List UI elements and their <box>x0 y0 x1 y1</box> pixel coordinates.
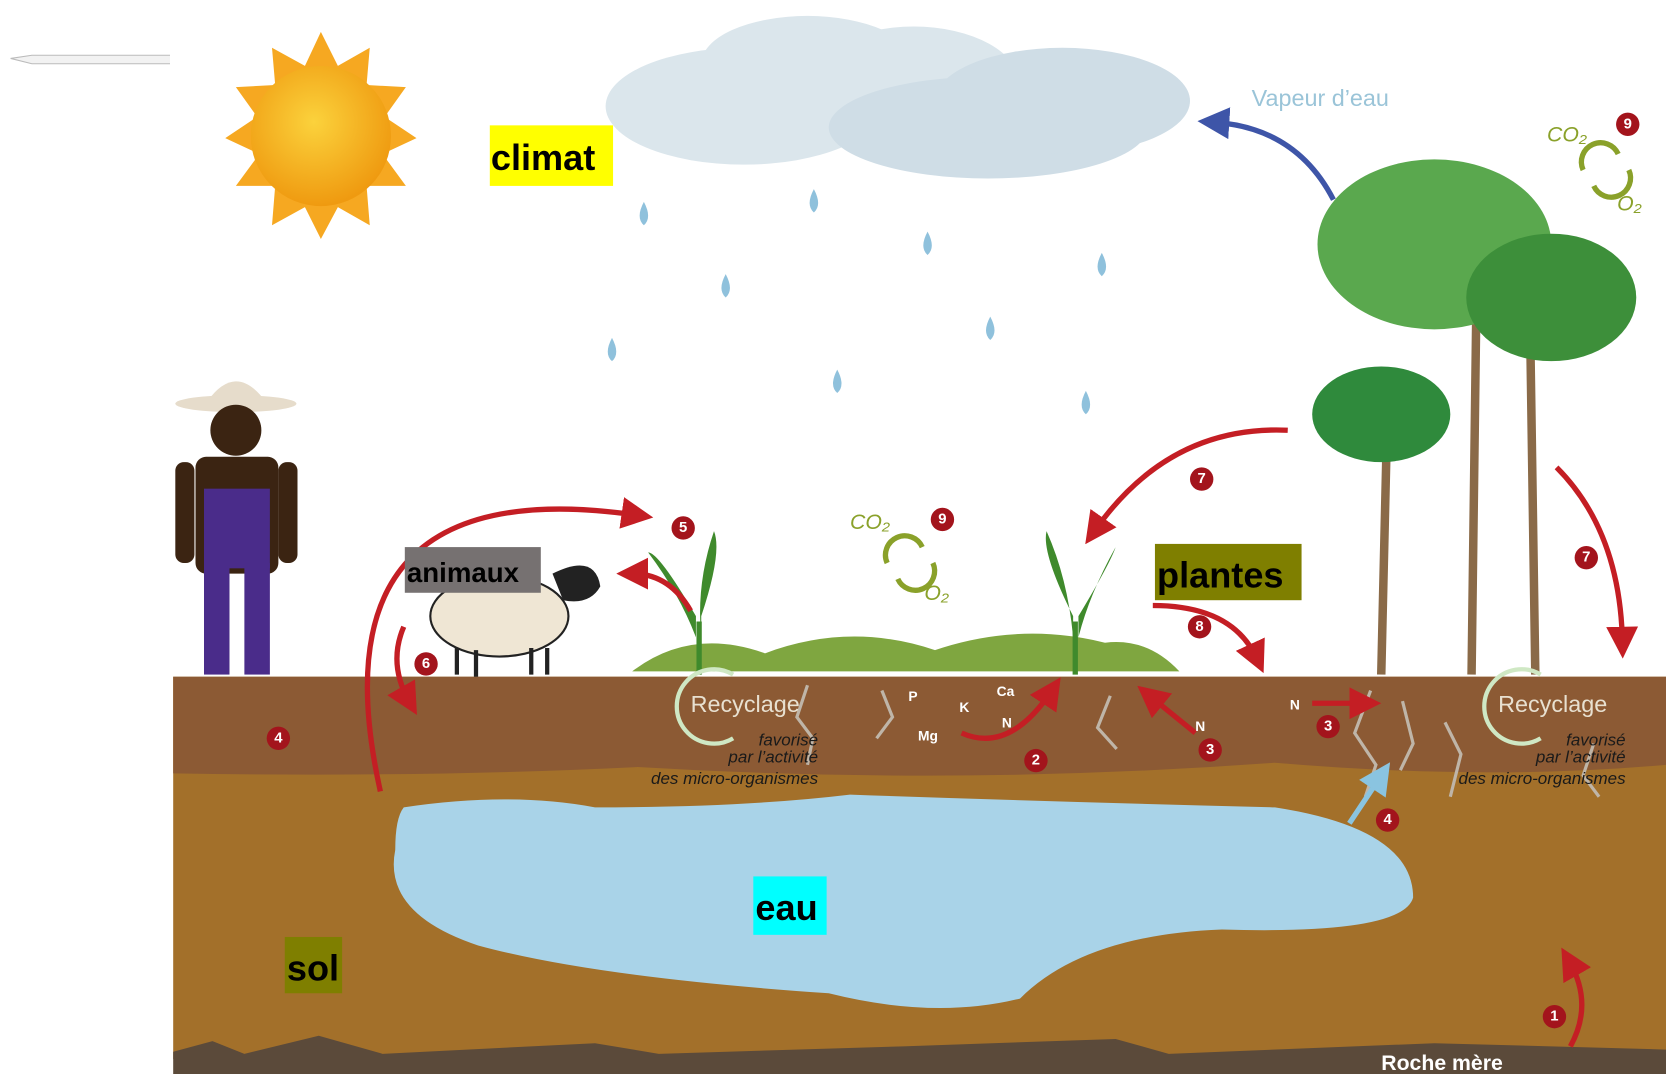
step-number: 7 <box>1198 471 1206 487</box>
recycling-line: des micro-organismes <box>1459 769 1627 788</box>
nutrient: K <box>959 699 969 715</box>
diagram: Vapeur d’eau Roche mère Recyclage favori… <box>0 0 1666 1074</box>
recycling-title: Recyclage <box>1498 691 1607 717</box>
step-number: 4 <box>1383 812 1392 828</box>
trees <box>1312 159 1636 674</box>
gas-co2: CO₂ <box>850 510 890 534</box>
water-label: eau <box>755 887 817 928</box>
step-number: 9 <box>938 511 946 527</box>
crops <box>632 531 1179 674</box>
recycling-line: par l’activité <box>1535 748 1626 767</box>
rain <box>608 189 1106 414</box>
nutrient: Mg <box>918 727 938 743</box>
nutrient: P <box>908 688 917 704</box>
step-number: 8 <box>1195 619 1203 635</box>
step-number: 1 <box>1550 1009 1558 1025</box>
gas-co2: CO₂ <box>1547 122 1587 146</box>
nutrient: Ca <box>997 683 1015 699</box>
recycling-title: Recyclage <box>691 691 800 717</box>
back-arrow[interactable] <box>11 55 170 63</box>
sun <box>225 32 416 239</box>
step-number: 3 <box>1324 719 1332 735</box>
nutrient: N <box>1195 718 1205 734</box>
step-number: 3 <box>1206 742 1214 758</box>
farmer <box>175 381 297 674</box>
step-number: 7 <box>1582 550 1590 566</box>
soil-label: sol <box>287 948 339 989</box>
vapor-label: Vapeur d’eau <box>1252 85 1389 111</box>
step-number: 4 <box>274 730 283 746</box>
step-number: 2 <box>1032 753 1040 769</box>
clouds <box>606 16 1190 179</box>
recycling-line: par l’activité <box>727 748 818 767</box>
nutrient: N <box>1290 697 1300 713</box>
nutrient: N <box>1002 715 1012 731</box>
climate-label: climat <box>491 137 595 178</box>
step-number: 6 <box>422 656 430 672</box>
animals-label: animaux <box>407 557 520 588</box>
recycling-line: des micro-organismes <box>651 769 819 788</box>
bedrock-label: Roche mère <box>1381 1051 1503 1074</box>
step-number: 9 <box>1624 116 1632 132</box>
step-number: 5 <box>679 520 687 536</box>
page: Vapeur d’eau Roche mère Recyclage favori… <box>0 0 1666 1074</box>
plants-label: plantes <box>1157 554 1283 595</box>
